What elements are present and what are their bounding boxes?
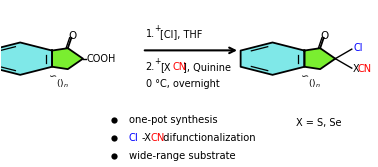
Text: +: + — [154, 57, 160, 66]
Text: -X: -X — [141, 133, 151, 143]
Text: 1.: 1. — [146, 29, 155, 39]
Text: 2.: 2. — [146, 62, 155, 72]
Text: $($)$_n$: $($)$_n$ — [56, 77, 68, 90]
Text: [X: [X — [160, 62, 170, 72]
Text: +: + — [154, 24, 160, 33]
Text: $\backsim$: $\backsim$ — [46, 69, 58, 79]
Text: [Cl], THF: [Cl], THF — [160, 29, 202, 39]
Text: difunctionalization: difunctionalization — [160, 133, 256, 143]
Text: ], Quinine: ], Quinine — [183, 62, 231, 72]
Text: X = S, Se: X = S, Se — [296, 118, 342, 128]
Text: one-pot synthesis: one-pot synthesis — [129, 115, 217, 125]
Polygon shape — [304, 48, 335, 69]
Text: CN: CN — [358, 64, 372, 74]
Polygon shape — [52, 48, 83, 69]
Text: $($)$_n$: $($)$_n$ — [308, 77, 321, 90]
Text: Cl: Cl — [129, 133, 138, 143]
Polygon shape — [241, 42, 304, 75]
Text: O: O — [68, 31, 76, 41]
Text: Cl: Cl — [354, 43, 363, 53]
Text: X: X — [353, 64, 360, 74]
Text: COOH: COOH — [87, 54, 116, 64]
Polygon shape — [0, 42, 52, 75]
Text: 0 °C, overnight: 0 °C, overnight — [146, 78, 220, 89]
Text: wide-range substrate: wide-range substrate — [129, 151, 235, 161]
Text: $\backsim$: $\backsim$ — [299, 69, 310, 79]
Text: CN: CN — [173, 62, 187, 72]
Text: CN: CN — [150, 133, 165, 143]
Text: O: O — [320, 31, 328, 41]
